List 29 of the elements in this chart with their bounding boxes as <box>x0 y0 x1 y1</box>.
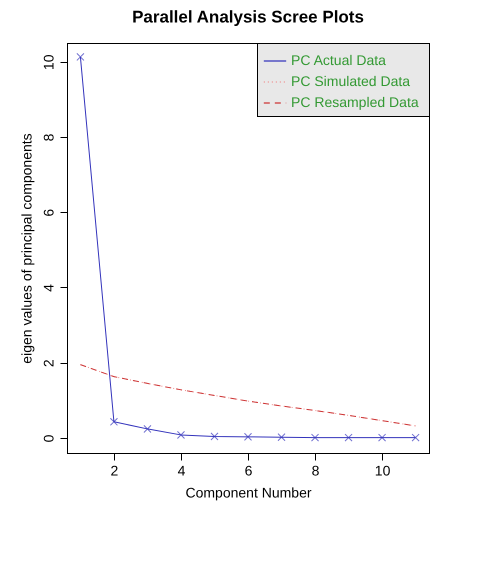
point <box>76 52 84 61</box>
x-tick-label: 6 <box>244 462 253 478</box>
x-tick-label: 8 <box>312 462 320 478</box>
y-axis-title: eigen values of principal components <box>18 133 34 364</box>
point <box>311 434 320 442</box>
point <box>210 432 219 440</box>
x-axis-title: Component Number <box>185 484 312 500</box>
y-tick-label: 8 <box>40 133 56 142</box>
point <box>110 418 118 426</box>
x-tick-label: 10 <box>374 462 391 478</box>
y-tick-label: 0 <box>40 434 56 442</box>
point <box>244 432 252 441</box>
legend-label: PC Resampled Data <box>291 94 419 110</box>
x-tick-label: 4 <box>178 462 186 478</box>
point <box>344 434 353 442</box>
y-tick-label: 2 <box>40 359 56 368</box>
point <box>143 424 152 433</box>
y-tick-label: 6 <box>40 208 56 217</box>
point <box>378 434 386 442</box>
legend-label: PC Actual Data <box>291 52 386 68</box>
line-series <box>80 364 416 426</box>
y-tick-label: 10 <box>40 54 56 70</box>
point <box>412 434 420 442</box>
point <box>277 433 286 442</box>
chart-title: Parallel Analysis Scree Plots <box>132 8 364 26</box>
legend-label: PC Simulated Data <box>291 73 410 89</box>
x-tick-label: 2 <box>110 462 119 478</box>
y-tick-label: 4 <box>40 284 56 292</box>
point <box>176 430 185 439</box>
